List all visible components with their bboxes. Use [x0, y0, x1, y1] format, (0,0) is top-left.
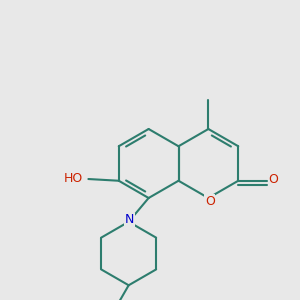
Text: O: O	[268, 173, 278, 186]
Text: N: N	[124, 213, 134, 226]
Text: HO: HO	[64, 172, 83, 184]
Text: O: O	[205, 195, 215, 208]
